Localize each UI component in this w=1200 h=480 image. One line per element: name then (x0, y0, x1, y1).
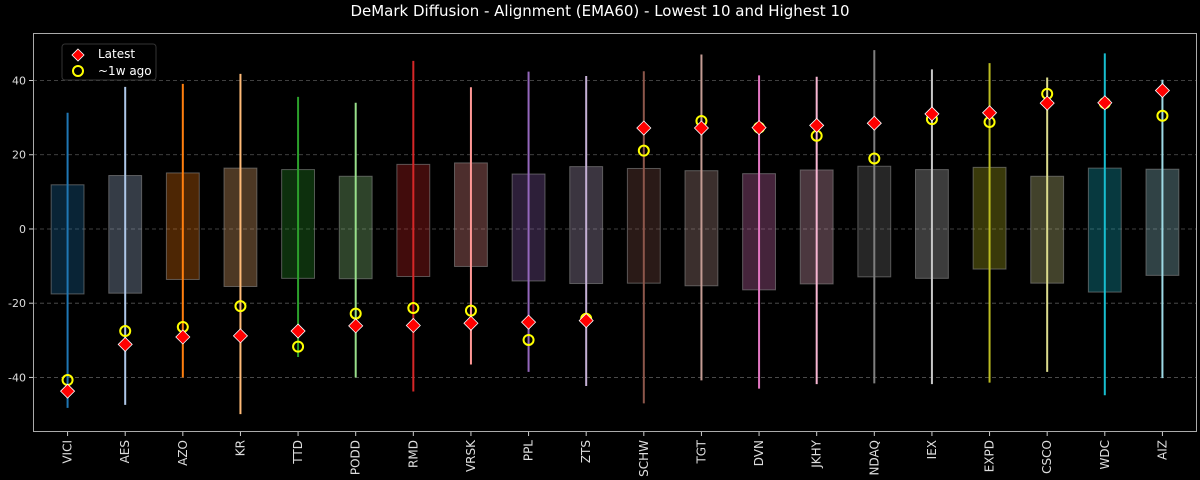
week-ago-point-AES (119, 325, 132, 338)
latest-point-WDC (1097, 95, 1113, 111)
x-tick-label: PODD (349, 440, 363, 475)
y-tick-label: -40 (8, 371, 26, 384)
y-axis: -40 -20 0 20 40 (8, 75, 33, 384)
boxes (50, 50, 1180, 415)
x-tick-label: RMD (406, 440, 420, 468)
latest-point-PPL (520, 314, 537, 330)
week-ago-point-RMD (407, 302, 420, 315)
y-tick-label: -20 (8, 297, 26, 310)
y-tick-label: 20 (12, 149, 26, 162)
legend: Latest ~1w ago (61, 43, 157, 81)
latest-point-IEX (924, 106, 940, 122)
y-tick-label: 0 (19, 223, 26, 236)
x-tick-label: EXPD (983, 440, 997, 472)
latest-point-AZO (175, 329, 191, 345)
grid (33, 80, 1197, 378)
x-tick-label: DVN (752, 440, 766, 466)
latest-point-DVN (751, 120, 767, 136)
x-tick-label: CSCO (1040, 440, 1054, 474)
week-ago-point-AIZ (1156, 109, 1169, 122)
legend-latest-label: Latest (98, 47, 135, 61)
latest-point-ZTS (578, 313, 594, 329)
week-ago-point-VRSK (464, 304, 477, 317)
latest-point-PODD (348, 318, 364, 334)
latest-point-TTD (290, 323, 306, 339)
week-ago-point-SCHW (637, 144, 650, 157)
week-ago-point-PPL (522, 333, 535, 346)
x-tick-label: NDAQ (867, 440, 881, 475)
week-ago-point-NDAQ (868, 152, 881, 165)
week-ago-point-TTD (292, 340, 305, 353)
legend-week-ago-marker (72, 65, 84, 77)
x-tick-label: WDC (1098, 440, 1112, 469)
x-tick-label: TTD (291, 440, 305, 465)
latest-point-EXPD (981, 105, 998, 121)
x-tick-label: AES (118, 440, 132, 463)
latest-point-JKHY (809, 117, 825, 133)
latest-point-RMD (405, 317, 421, 334)
x-tick-label: AZO (176, 440, 190, 466)
latest-point-CSCO (1039, 95, 1055, 111)
x-tick-label: PPL (522, 440, 536, 461)
x-tick-label: VRSK (464, 439, 478, 472)
latest-point-KR (232, 328, 249, 344)
legend-box (61, 43, 157, 81)
x-tick-label: JKHY (810, 439, 824, 468)
x-tick-label: KR (233, 440, 247, 456)
markers (60, 82, 1170, 399)
x-tick-label: SCHW (637, 440, 651, 477)
legend-latest-marker (71, 48, 85, 62)
latest-point-AIZ (1154, 82, 1170, 99)
latest-point-NDAQ (866, 115, 882, 131)
plot-frame (33, 33, 1197, 432)
x-tick-label: AIZ (1155, 440, 1169, 460)
legend-week-ago-label: ~1w ago (98, 64, 152, 78)
latest-point-VRSK (463, 315, 479, 331)
latest-point-AES (117, 336, 133, 352)
latest-point-TGT (693, 120, 710, 136)
latest-point-VICI (60, 383, 76, 399)
chart-title: DeMark Diffusion - Alignment (EMA60) - L… (350, 2, 849, 20)
x-tick-label: TGT (694, 439, 708, 464)
y-tick-label: 40 (12, 75, 26, 88)
x-tick-label: IEX (925, 440, 939, 459)
x-axis: VICI AES AZO KR TTD PODD RMD VRSK PPL ZTS SCHW TGT D… (61, 432, 1169, 477)
x-tick-label: ZTS (579, 440, 593, 463)
latest-point-SCHW (636, 120, 652, 136)
x-tick-label: VICI (61, 440, 75, 464)
week-ago-point-KR (234, 300, 247, 313)
